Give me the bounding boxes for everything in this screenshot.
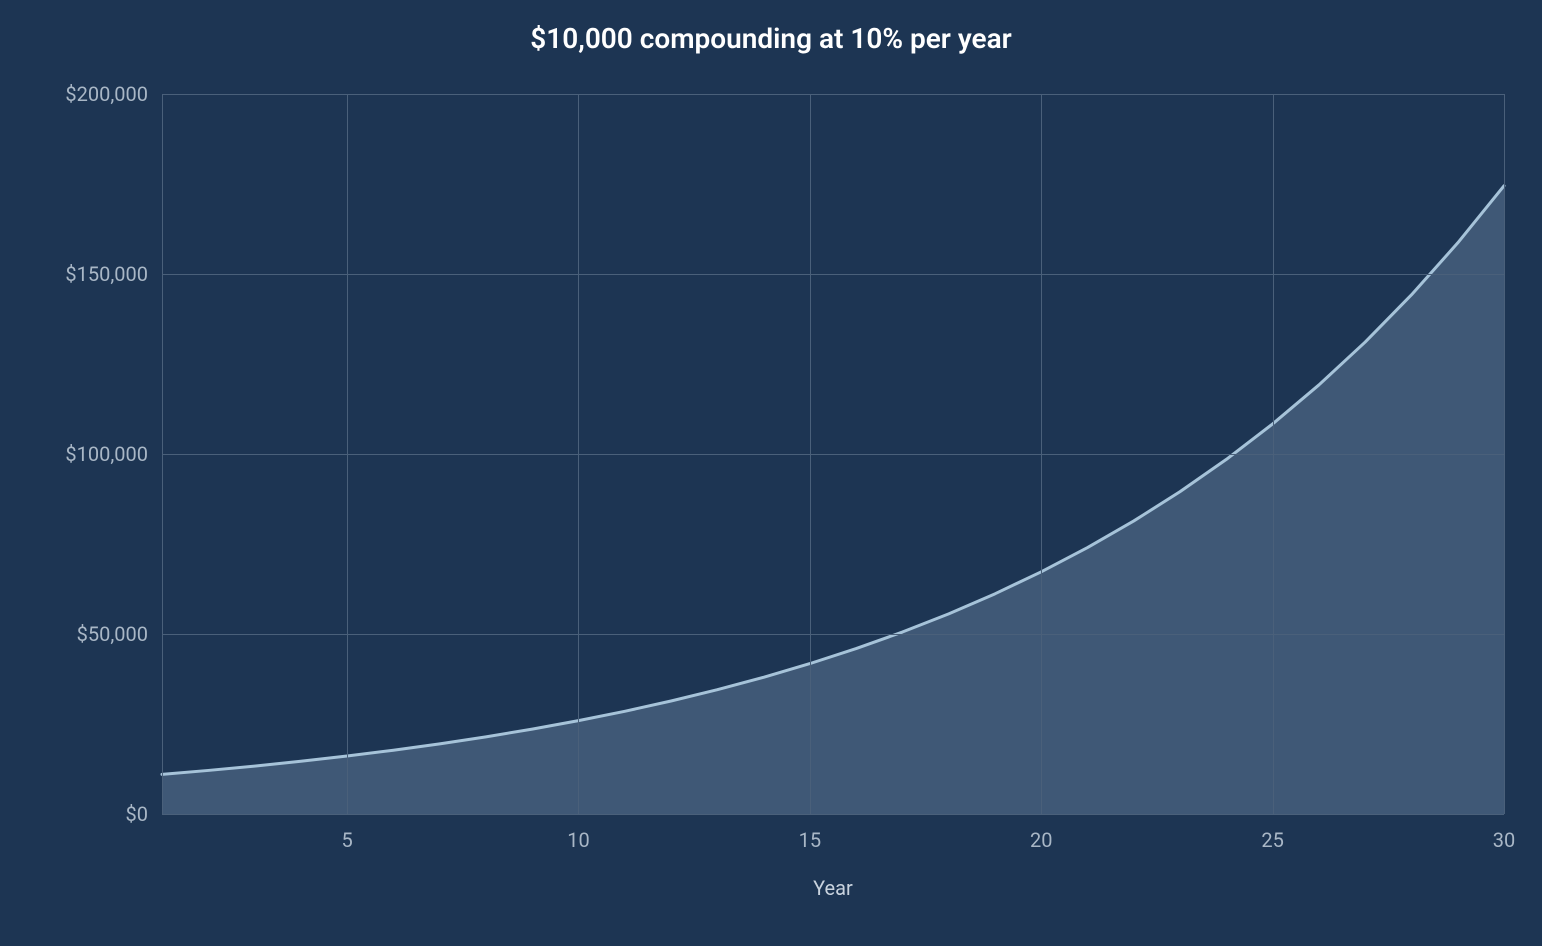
x-gridline xyxy=(1041,94,1042,814)
y-axis-line xyxy=(162,94,163,814)
x-tick-label: 5 xyxy=(341,814,352,852)
x-gridline xyxy=(1273,94,1274,814)
x-tick-label: 20 xyxy=(1030,814,1052,852)
y-tick-label: $200,000 xyxy=(65,82,162,106)
y-gridline xyxy=(162,94,1504,95)
plot-area: $0$50,000$100,000$150,000$200,0005101520… xyxy=(162,94,1504,814)
y-gridline xyxy=(162,814,1504,815)
y-gridline xyxy=(162,634,1504,635)
y-tick-label: $50,000 xyxy=(77,622,162,646)
x-tick-label: 30 xyxy=(1493,814,1515,852)
y-gridline xyxy=(162,274,1504,275)
x-tick-label: 25 xyxy=(1261,814,1283,852)
x-gridline xyxy=(810,94,811,814)
compounding-chart: $10,000 compounding at 10% per year $0$5… xyxy=(0,0,1542,946)
y-tick-label: $100,000 xyxy=(65,442,162,466)
x-tick-label: 10 xyxy=(567,814,589,852)
x-tick-label: 15 xyxy=(799,814,821,852)
y-tick-label: $0 xyxy=(126,802,162,826)
y-tick-label: $150,000 xyxy=(65,262,162,286)
y-gridline xyxy=(162,454,1504,455)
area-fill xyxy=(162,186,1504,814)
x-gridline xyxy=(347,94,348,814)
x-axis-title: Year xyxy=(813,876,853,900)
x-gridline xyxy=(1504,94,1505,814)
x-gridline xyxy=(578,94,579,814)
chart-title: $10,000 compounding at 10% per year xyxy=(0,22,1542,55)
